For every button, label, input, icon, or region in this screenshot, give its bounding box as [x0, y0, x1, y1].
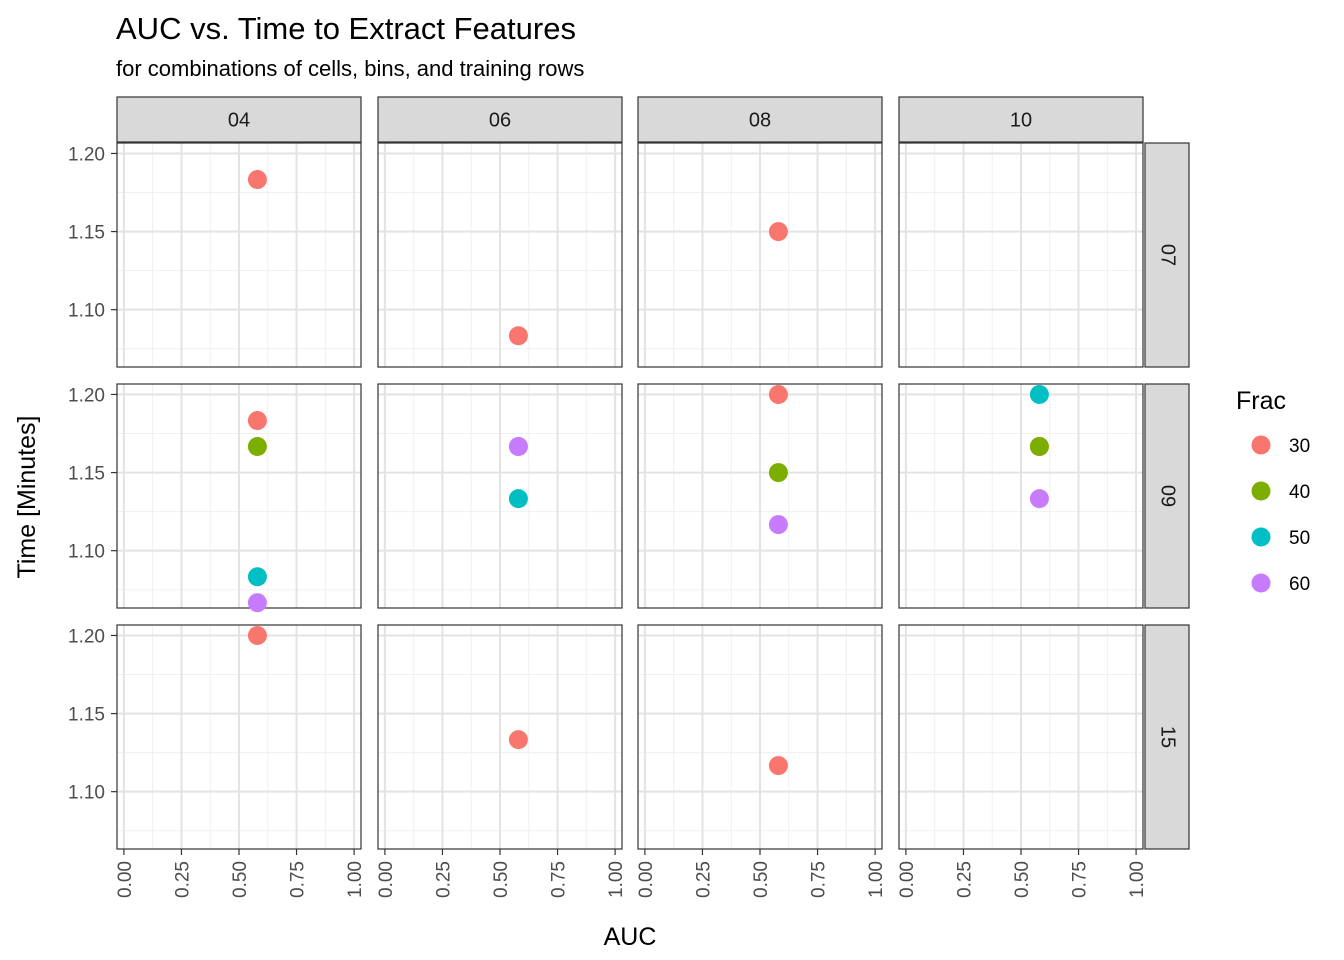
facet-panel-04-09 — [116, 383, 362, 609]
data-point-frac-60 — [508, 436, 528, 456]
column-strip-label: 08 — [749, 110, 771, 132]
facet-grid: 04 06 08 10 07 09 15 1.10 1.15 1.20 1.10 1.15 1.20 1.… — [68, 96, 1190, 898]
data-point-frac-60 — [768, 515, 788, 535]
x-tick-label: 0.25 — [693, 861, 714, 898]
data-point-frac-30 — [768, 222, 788, 242]
x-tick-label: 1.00 — [1127, 861, 1148, 898]
data-point-frac-60 — [247, 593, 267, 613]
x-tick-label: 0.00 — [115, 861, 136, 898]
y-axis-title: Time [Minutes] — [13, 415, 41, 578]
legend-key-40 — [1251, 481, 1271, 501]
x-tick-label: 0.75 — [288, 861, 309, 898]
facet-panel-04-07 — [116, 142, 362, 368]
facet-panel-08-09 — [637, 383, 883, 609]
data-point-frac-30 — [768, 384, 788, 404]
legend-label: 50 — [1289, 528, 1310, 549]
panel-border — [898, 383, 1144, 609]
x-axis-title: AUC — [604, 923, 657, 951]
column-strip-label: 10 — [1010, 110, 1032, 132]
y-tick-label: 1.20 — [68, 626, 105, 647]
x-tick-label: 0.25 — [433, 861, 454, 898]
legend-title: Frac — [1236, 387, 1286, 415]
panel-border — [637, 142, 883, 368]
panel-border — [377, 142, 623, 368]
x-tick-label: 0.25 — [954, 861, 975, 898]
data-point-frac-50 — [247, 567, 267, 587]
data-point-frac-60 — [1029, 489, 1049, 509]
row-strip-label: 09 — [1157, 485, 1179, 507]
facet-panel-08-07 — [637, 142, 883, 368]
legend-label: 40 — [1289, 482, 1310, 503]
data-point-frac-30 — [247, 411, 267, 431]
row-strip-15 — [1144, 624, 1190, 850]
y-tick-label: 1.15 — [68, 464, 105, 485]
facet-panel-08-15 — [637, 624, 883, 850]
chart-title: AUC vs. Time to Extract Features — [116, 11, 576, 46]
x-tick-label: 0.50 — [230, 861, 251, 898]
x-tick-label: 0.75 — [549, 861, 570, 898]
y-tick-label: 1.10 — [68, 301, 105, 322]
data-point-frac-30 — [508, 730, 528, 750]
data-point-frac-30 — [247, 170, 267, 190]
x-tick-label: 1.00 — [606, 861, 627, 898]
legend-key-60 — [1251, 573, 1271, 593]
data-point-frac-30 — [508, 326, 528, 346]
column-strip-06 — [377, 96, 623, 143]
data-point-frac-50 — [508, 489, 528, 509]
data-point-frac-40 — [247, 436, 267, 456]
x-tick-label: 1.00 — [345, 861, 366, 898]
x-tick-label: 0.75 — [1070, 861, 1091, 898]
panel-border — [116, 383, 362, 609]
x-tick-label: 0.00 — [897, 861, 918, 898]
row-strip-label: 15 — [1157, 726, 1179, 748]
row-strip-label: 07 — [1157, 244, 1179, 266]
column-strip-08 — [637, 96, 883, 143]
y-tick-label: 1.15 — [68, 223, 105, 244]
row-strip-09 — [1144, 383, 1190, 609]
chart-subtitle: for combinations of cells, bins, and tra… — [116, 56, 584, 81]
facet-panel-06-09 — [377, 383, 623, 609]
data-point-frac-50 — [1029, 384, 1049, 404]
legend-label: 60 — [1289, 574, 1310, 595]
x-tick-label: 0.50 — [491, 861, 512, 898]
y-tick-label: 1.10 — [68, 783, 105, 804]
x-tick-label: 0.50 — [751, 861, 772, 898]
x-tick-label: 1.00 — [866, 861, 887, 898]
column-strip-label: 04 — [228, 110, 250, 132]
panel-border — [377, 383, 623, 609]
y-tick-label: 1.10 — [68, 542, 105, 563]
facet-panel-06-15 — [377, 624, 623, 850]
x-tick-label: 0.00 — [376, 861, 397, 898]
data-point-frac-30 — [247, 625, 267, 645]
legend-label: 30 — [1289, 436, 1310, 457]
column-strip-04 — [116, 96, 362, 143]
column-strip-label: 06 — [489, 110, 511, 132]
panel-border — [898, 142, 1144, 368]
row-strip-07 — [1144, 142, 1190, 368]
legend: Frac 30 40 50 60 — [1236, 387, 1310, 595]
data-point-frac-30 — [768, 756, 788, 776]
facet-panel-10-15 — [898, 624, 1144, 850]
facet-panel-10-09 — [898, 383, 1144, 609]
x-tick-label: 0.25 — [172, 861, 193, 898]
x-tick-label: 0.50 — [1012, 861, 1033, 898]
data-point-frac-40 — [1029, 436, 1049, 456]
x-tick-label: 0.00 — [636, 861, 657, 898]
panel-border — [116, 142, 362, 368]
panel-border — [637, 383, 883, 609]
facet-panel-04-15 — [116, 624, 362, 850]
data-point-frac-40 — [768, 463, 788, 483]
facet-panel-06-07 — [377, 142, 623, 368]
y-tick-label: 1.20 — [68, 385, 105, 406]
column-strip-10 — [898, 96, 1144, 143]
y-tick-label: 1.20 — [68, 144, 105, 165]
legend-key-50 — [1251, 527, 1271, 547]
x-tick-label: 0.75 — [809, 861, 830, 898]
y-tick-label: 1.15 — [68, 705, 105, 726]
legend-key-30 — [1251, 435, 1271, 455]
facet-panel-10-07 — [898, 142, 1144, 368]
